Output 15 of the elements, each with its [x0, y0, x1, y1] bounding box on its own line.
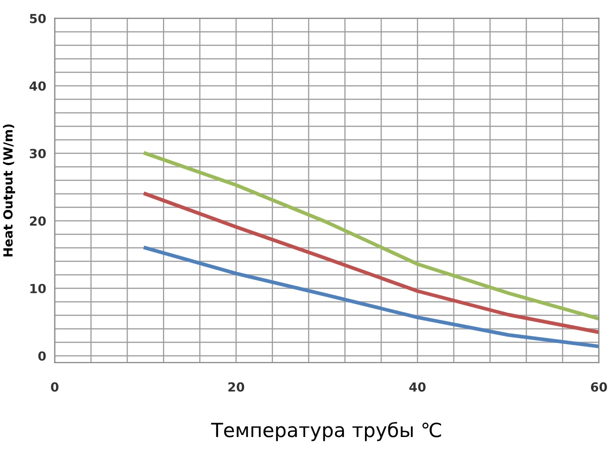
- y-axis-title: Heat Output (W/m): [3, 124, 16, 256]
- x-axis-title: Температура трубы ℃: [211, 422, 442, 442]
- x-tick-label: 60: [590, 382, 607, 392]
- y-tick-label: 0: [38, 351, 46, 361]
- x-tick-label: 20: [228, 382, 244, 392]
- y-tick-label: 40: [30, 81, 46, 91]
- y-tick-label: 50: [30, 14, 46, 24]
- y-tick-label: 30: [30, 148, 46, 158]
- line-series: [144, 152, 599, 321]
- y-tick-label: 10: [30, 284, 46, 294]
- y-tick-label: 20: [30, 216, 46, 226]
- line-series: [144, 246, 599, 348]
- x-tick-label: 40: [409, 382, 426, 392]
- line-series: [144, 192, 599, 334]
- x-tick-label: 0: [50, 382, 58, 392]
